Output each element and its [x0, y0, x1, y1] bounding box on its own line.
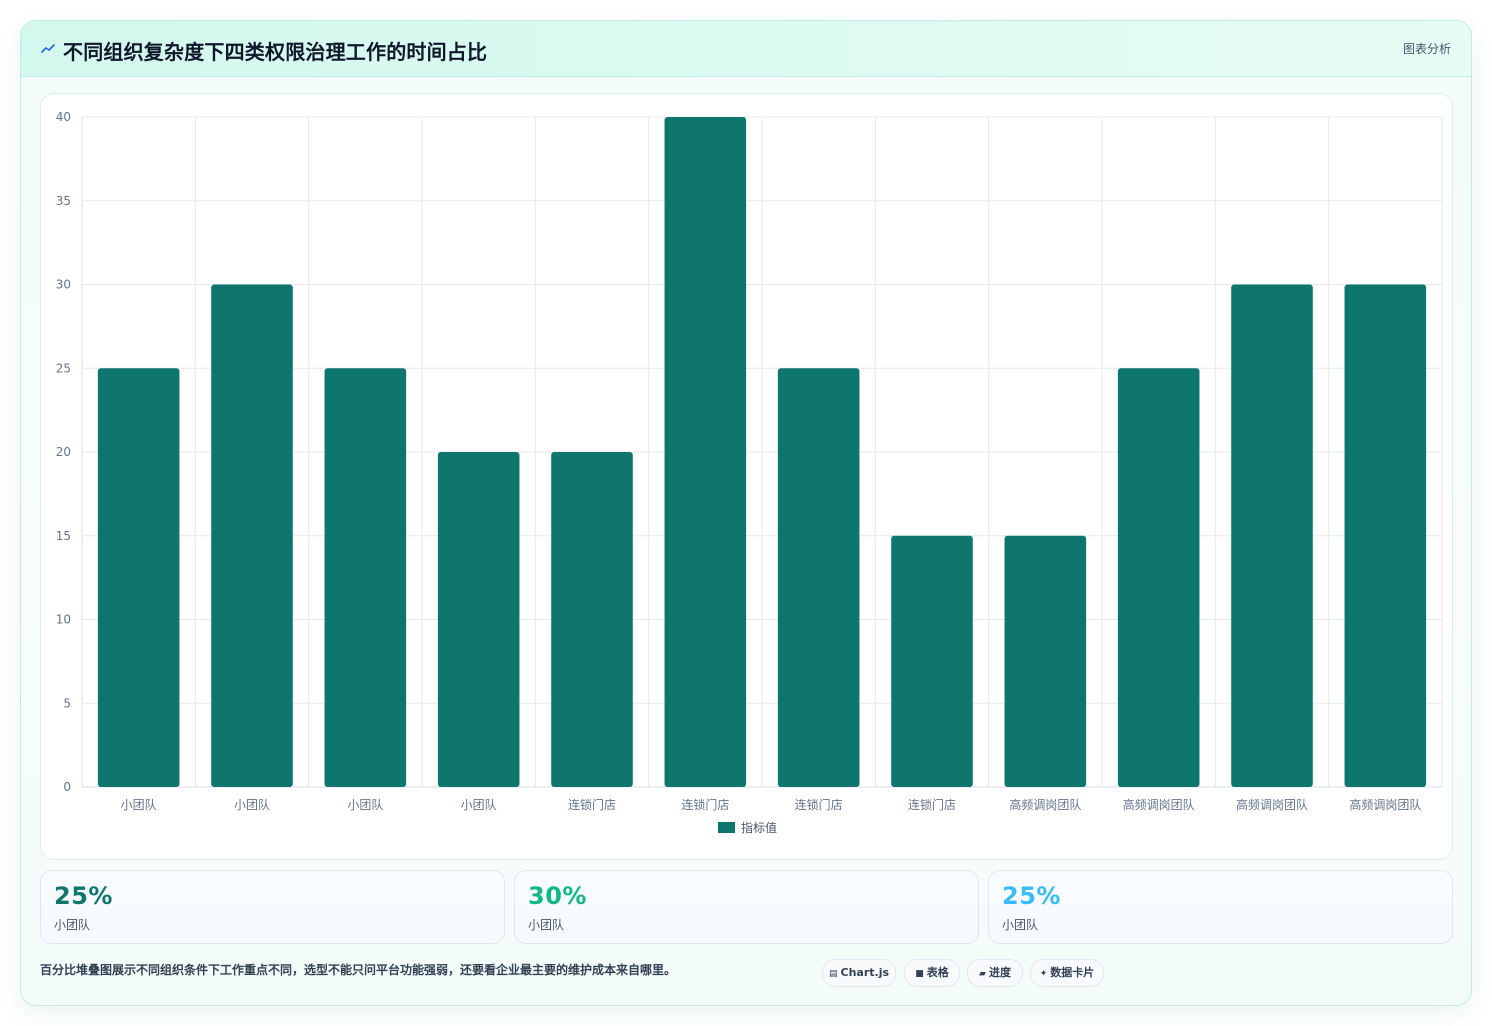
y-tick-label: 40: [56, 110, 71, 124]
x-tick-label: 高频调岗团队: [1123, 797, 1195, 812]
table-icon: ■: [915, 969, 924, 979]
bar: [777, 368, 860, 787]
chart-icon: ▤: [828, 969, 838, 979]
y-tick-label: 25: [56, 361, 71, 375]
bar-chart: 0 5 10 15 20 25 30 35 40 小团队 小团队 小团队 小团队 连锁门店 连锁门店 连锁门店…: [56, 110, 1443, 835]
bar: [1344, 284, 1427, 787]
x-tick-label: 连锁门店: [908, 797, 956, 812]
pill-label: Chart.js: [840, 966, 890, 979]
y-tick-label: 35: [56, 194, 71, 208]
bar: [324, 368, 407, 787]
x-tick-label: 高频调岗团队: [1236, 797, 1308, 812]
y-tick-label: 15: [56, 529, 71, 543]
bar: [1231, 284, 1313, 787]
x-tick-label: 连锁门店: [568, 797, 616, 812]
legend-swatch: [718, 822, 735, 833]
stat-label: 小团队: [54, 918, 91, 932]
y-tick-label: 20: [56, 445, 71, 459]
x-tick-label: 小团队: [461, 797, 497, 812]
stat-value: 25%: [1002, 882, 1061, 910]
data-card-pill[interactable]: ✦ 数据卡片: [1030, 959, 1104, 987]
sparkle-icon: ✦: [1039, 969, 1048, 979]
x-tick-label: 小团队: [347, 797, 383, 812]
x-tick-label: 小团队: [234, 797, 270, 812]
bar: [97, 368, 180, 787]
x-tick-label: 高频调岗团队: [1009, 797, 1081, 812]
chartjs-pill[interactable]: ▤ Chart.js: [822, 959, 896, 987]
stat-card: 25% 小团队: [40, 870, 505, 944]
stat-card: 30% 小团队: [514, 870, 979, 944]
x-tick-label: 小团队: [121, 797, 157, 812]
stat-value: 25%: [54, 882, 113, 910]
progress-icon: ▰: [979, 969, 986, 979]
page-title: 不同组织复杂度下四类权限治理工作的时间占比: [63, 40, 488, 64]
bar: [1117, 368, 1200, 787]
chart-line-icon: [41, 44, 55, 53]
stat-card: 25% 小团队: [988, 870, 1453, 944]
bar: [437, 452, 520, 787]
chart-panel: 0 5 10 15 20 25 30 35 40 小团队 小团队 小团队 小团队 连锁门店 连锁门店 连锁门店…: [40, 93, 1453, 860]
card-header: 不同组织复杂度下四类权限治理工作的时间占比 图表分析: [21, 21, 1471, 77]
chart-analysis-link[interactable]: 图表分析: [1402, 42, 1451, 56]
y-tick-label: 5: [63, 696, 71, 710]
bar: [1004, 535, 1087, 787]
stat-label: 小团队: [1002, 918, 1039, 932]
progress-pill[interactable]: ▰ 进度: [967, 959, 1023, 987]
x-tick-label: 高频调岗团队: [1349, 797, 1421, 812]
y-tick-label: 10: [56, 613, 71, 627]
x-tick-label: 连锁门店: [795, 797, 843, 812]
legend-label: 指标值: [741, 820, 777, 835]
bar: [891, 535, 973, 787]
stat-value: 30%: [528, 882, 587, 910]
bar: [211, 284, 293, 787]
table-pill[interactable]: ■ 表格: [904, 959, 960, 987]
bar: [551, 452, 633, 787]
y-tick-label: 0: [63, 780, 71, 794]
stat-label: 小团队: [528, 918, 565, 932]
bar: [664, 117, 747, 787]
x-tick-label: 连锁门店: [681, 797, 729, 812]
chart-card: 不同组织复杂度下四类权限治理工作的时间占比 图表分析 0 5 10 15 20 25 30 3…: [20, 20, 1472, 1006]
pill-label: 数据卡片: [1050, 966, 1095, 979]
y-tick-label: 30: [56, 278, 71, 292]
chart-note: 百分比堆叠图展示不同组织条件下工作重点不同，选型不能只问平台功能强弱，还要看企业…: [40, 963, 677, 977]
pill-label: 进度: [988, 966, 1011, 979]
pill-label: 表格: [926, 966, 949, 979]
